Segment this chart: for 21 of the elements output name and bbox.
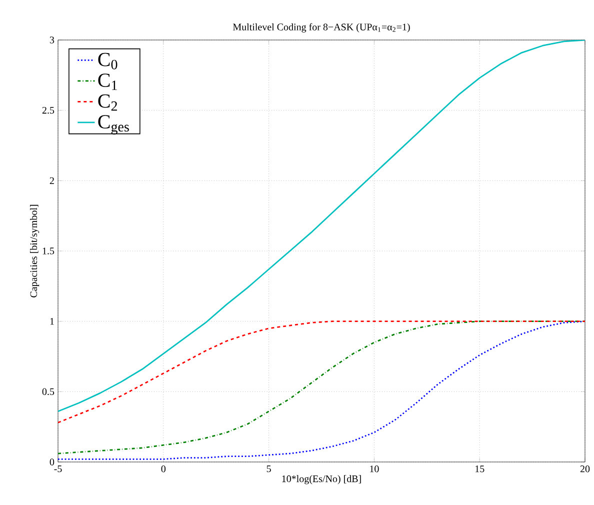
x-tick-label: 5 xyxy=(266,466,271,472)
x-tick-label: 20 xyxy=(580,466,590,472)
y-tick-label: 3 xyxy=(50,36,54,44)
y-tick-label: 2 xyxy=(50,177,54,184)
x-tick-label: 0 xyxy=(161,466,166,472)
x-tick-label: 10 xyxy=(370,466,379,472)
x-axis-title: 10*log(Es/No) [dB] xyxy=(282,475,361,484)
legend-label: C$_{1}$ xyxy=(98,74,117,90)
y-tick-label: 1 xyxy=(50,318,54,325)
y-axis-title: Capacities [bit/symbol] xyxy=(30,204,40,298)
legend-label: C$_{ges}$ xyxy=(98,115,129,134)
line-series xyxy=(58,40,585,412)
legend-label: C$_{2}$ xyxy=(98,94,117,111)
x-tick-label: -5 xyxy=(54,466,62,472)
legend-label: C$_{0}$ xyxy=(98,52,118,70)
y-tick-label: 2.5 xyxy=(42,106,54,114)
y-tick-label: 0 xyxy=(50,458,54,466)
y-tick-label: 1.5 xyxy=(42,248,54,254)
y-tick-label: 0.5 xyxy=(42,388,54,396)
x-tick-label: 15 xyxy=(475,466,484,472)
chart-title: Multilevel Coding for 8−ASK (UPα$_{1}$=α$_{2}$=1) xyxy=(232,23,410,32)
